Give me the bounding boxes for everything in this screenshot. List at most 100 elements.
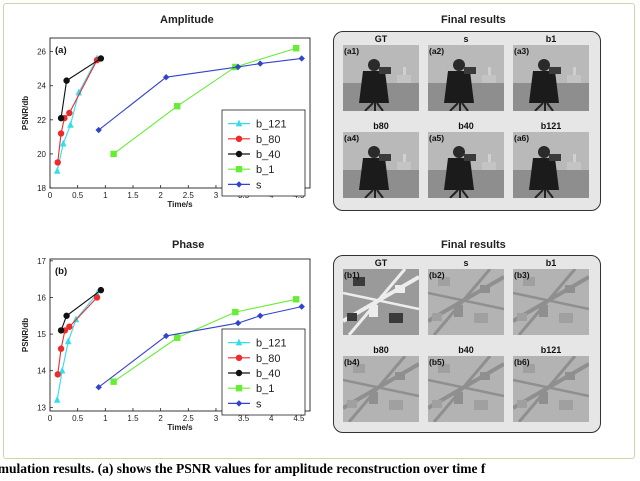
phase-texture-thumbnail xyxy=(426,355,506,423)
result-tag: (a6) xyxy=(514,133,530,143)
data-point xyxy=(53,396,61,403)
y-tick-label: 14 xyxy=(37,367,46,376)
result-title: b80 xyxy=(373,345,389,355)
phase-texture-thumbnail xyxy=(426,268,506,336)
final-results-title-bottom: Final results xyxy=(441,239,506,251)
data-point xyxy=(298,303,305,310)
data-point xyxy=(232,308,239,316)
data-point xyxy=(75,88,82,96)
legend-label: s xyxy=(256,398,262,410)
legend-box xyxy=(221,109,306,197)
result-tag: (b2) xyxy=(429,270,445,280)
y-tick-label: 13 xyxy=(37,403,46,412)
series-b-40 xyxy=(57,55,105,122)
cameraman-thumbnail xyxy=(343,45,419,112)
result-title: b40 xyxy=(458,345,474,355)
legend-label: b_40 xyxy=(256,149,280,161)
x-tick-label: 1 xyxy=(103,414,108,423)
series-b-40 xyxy=(57,286,105,334)
data-point xyxy=(58,366,66,374)
data-point xyxy=(53,166,61,174)
x-tick-label: 4 xyxy=(269,414,274,423)
result-title: b121 xyxy=(540,121,562,131)
cameraman-thumbnail xyxy=(428,45,504,112)
amplitude-chart-title: Amplitude xyxy=(160,14,214,26)
result-title: b1 xyxy=(545,258,557,268)
result-tag: (b6) xyxy=(514,357,530,367)
data-point xyxy=(54,159,61,166)
data-point xyxy=(97,55,105,62)
cameraman-thumbnail xyxy=(513,45,589,112)
phase-chart: 0 0.5 1 1.5 2 2.5 3 3.5 4 4.5 13 14 15 16 17 Time/s PSNR… xyxy=(21,257,311,432)
x-tick-label: 4.5 xyxy=(293,414,305,423)
result-title: b1 xyxy=(545,34,557,44)
legend-marker xyxy=(235,369,243,377)
phase-texture-thumbnail xyxy=(341,268,421,336)
data-point xyxy=(54,371,61,378)
series-b-1 xyxy=(110,296,300,385)
y-tick-label: 24 xyxy=(37,82,46,91)
x-tick-label: 2 xyxy=(158,191,163,200)
data-point xyxy=(234,319,242,327)
legend-label: b_121 xyxy=(256,119,287,131)
data-point xyxy=(63,312,70,319)
result-title: GT xyxy=(374,34,388,44)
x-tick-label: 2 xyxy=(158,414,163,423)
data-point xyxy=(174,334,181,341)
x-axis-label: Time/s xyxy=(167,423,193,432)
x-tick-label: 3.5 xyxy=(238,414,250,423)
legend-marker xyxy=(235,354,243,361)
result-tag: (a3) xyxy=(514,46,530,56)
series-s xyxy=(95,55,305,134)
data-point xyxy=(63,77,70,84)
panel-label: (b) xyxy=(55,266,67,277)
data-point xyxy=(174,102,181,110)
x-tick-label: 3 xyxy=(214,414,219,423)
legend-label: b_1 xyxy=(256,383,274,395)
result-title: s xyxy=(463,258,469,268)
legend-label: b_80 xyxy=(256,353,280,365)
x-tick-label: 0.5 xyxy=(72,191,84,200)
legend-marker xyxy=(235,181,243,188)
legend-marker xyxy=(235,119,243,127)
series-b-121 xyxy=(53,54,101,174)
phase-texture-thumbnail xyxy=(511,268,591,336)
x-axis-label: Time/s xyxy=(167,200,193,209)
result-title: b121 xyxy=(540,345,562,355)
data-point xyxy=(57,345,65,352)
series-line xyxy=(113,47,297,155)
data-point xyxy=(66,323,73,330)
x-tick-label: 1 xyxy=(103,191,108,200)
legend-box xyxy=(221,328,306,416)
phase-chart-title: Phase xyxy=(172,239,205,251)
series-line xyxy=(113,298,297,383)
data-point xyxy=(72,315,80,323)
y-tick-label: 17 xyxy=(37,257,46,266)
y-tick-label: 18 xyxy=(37,184,46,193)
y-tick-label: 16 xyxy=(37,293,46,302)
plot-area xyxy=(49,37,311,189)
data-point xyxy=(257,312,264,319)
cameraman-thumbnail xyxy=(428,132,504,199)
legend-label: b_40 xyxy=(256,368,280,380)
legend-label: s xyxy=(256,179,262,191)
amplitude-final-results-box: GT (a1) s (a2) b1 (a3) b80 xyxy=(333,31,601,211)
y-tick-label: 15 xyxy=(37,330,46,339)
data-point xyxy=(292,296,300,303)
y-tick-label: 20 xyxy=(37,150,46,159)
legend-marker xyxy=(235,150,243,158)
data-point xyxy=(292,45,300,52)
final-results-title-top: Final results xyxy=(441,14,506,26)
phase-final-results-box: GT (b1) s (b2) b1 (b3) b80 xyxy=(333,255,601,433)
result-tag: (b3) xyxy=(514,270,530,280)
legend-marker xyxy=(235,400,243,407)
data-point xyxy=(66,109,73,117)
data-point xyxy=(298,55,305,62)
data-point xyxy=(162,74,170,81)
data-point xyxy=(257,60,264,67)
result-tag: (a1) xyxy=(344,46,360,56)
data-point xyxy=(60,139,67,147)
data-point xyxy=(57,114,65,122)
x-tick-label: 1.5 xyxy=(127,414,139,423)
result-tag: (b1) xyxy=(344,270,360,280)
